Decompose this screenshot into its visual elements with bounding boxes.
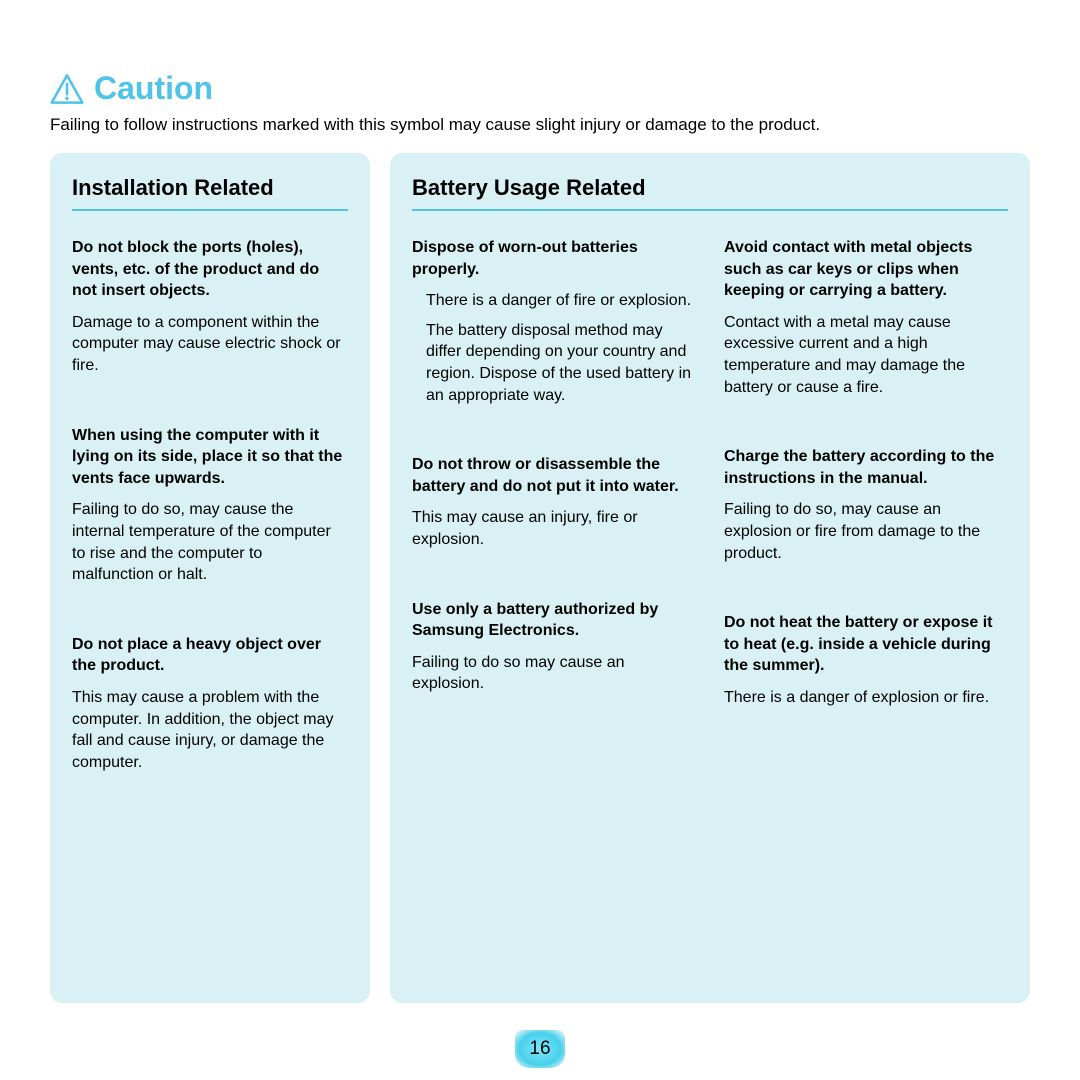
battery-item: Do not heat the battery or expose it to … (724, 612, 1008, 708)
battery-item: Avoid contact with metal objects such as… (724, 237, 1008, 398)
page-number: 16 (529, 1038, 550, 1060)
battery-item-line: There is a danger of fire or explosion. (426, 290, 696, 312)
page-number-badge: 16 (515, 1030, 565, 1068)
battery-item-body: This may cause an injury, fire or explos… (412, 507, 696, 550)
battery-columns: Dispose of worn-out batteries properly. … (412, 237, 1008, 757)
battery-item: Charge the battery according to the inst… (724, 446, 1008, 564)
battery-item: Use only a battery authorized by Samsung… (412, 599, 696, 695)
warning-triangle-icon (50, 72, 84, 106)
install-item-body: Failing to do so, may cause the internal… (72, 499, 348, 585)
install-item-heading: Do not place a heavy object over the pro… (72, 634, 348, 677)
battery-item-heading: Charge the battery according to the inst… (724, 446, 1008, 489)
battery-item-heading: Dispose of worn-out batteries properly. (412, 237, 696, 280)
battery-item-line: The battery disposal method may differ d… (426, 320, 696, 406)
install-item-body: Damage to a component within the compute… (72, 312, 348, 377)
battery-col-1: Dispose of worn-out batteries properly. … (412, 237, 696, 757)
battery-item-body: Contact with a metal may cause excessive… (724, 312, 1008, 398)
install-item: Do not block the ports (holes), vents, e… (72, 237, 348, 377)
battery-item: Dispose of worn-out batteries properly. … (412, 237, 696, 406)
install-item-body: This may cause a problem with the comput… (72, 687, 348, 773)
battery-item-body: There is a danger of explosion or fire. (724, 687, 1008, 709)
caution-subtitle: Failing to follow instructions marked wi… (50, 115, 1030, 135)
battery-item: Do not throw or disassemble the battery … (412, 454, 696, 550)
battery-item-heading: Do not heat the battery or expose it to … (724, 612, 1008, 677)
battery-col-2: Avoid contact with metal objects such as… (724, 237, 1008, 757)
install-item-heading: Do not block the ports (holes), vents, e… (72, 237, 348, 302)
install-item: When using the computer with it lying on… (72, 425, 348, 586)
battery-item-heading: Do not throw or disassemble the battery … (412, 454, 696, 497)
panel-title-installation: Installation Related (72, 175, 348, 211)
panel-battery: Battery Usage Related Dispose of worn-ou… (390, 153, 1030, 1003)
battery-item-heading: Use only a battery authorized by Samsung… (412, 599, 696, 642)
install-item: Do not place a heavy object over the pro… (72, 634, 348, 774)
panel-title-battery: Battery Usage Related (412, 175, 1008, 211)
caution-header: Caution (50, 70, 1030, 107)
battery-item-body: Failing to do so may cause an explosion. (412, 652, 696, 695)
panels-container: Installation Related Do not block the po… (50, 153, 1030, 1003)
battery-item-heading: Avoid contact with metal objects such as… (724, 237, 1008, 302)
battery-item-body: There is a danger of fire or explosion. … (412, 290, 696, 406)
caution-title: Caution (94, 70, 213, 107)
install-item-heading: When using the computer with it lying on… (72, 425, 348, 490)
panel-installation: Installation Related Do not block the po… (50, 153, 370, 1003)
battery-item-body: Failing to do so, may cause an explosion… (724, 499, 1008, 564)
